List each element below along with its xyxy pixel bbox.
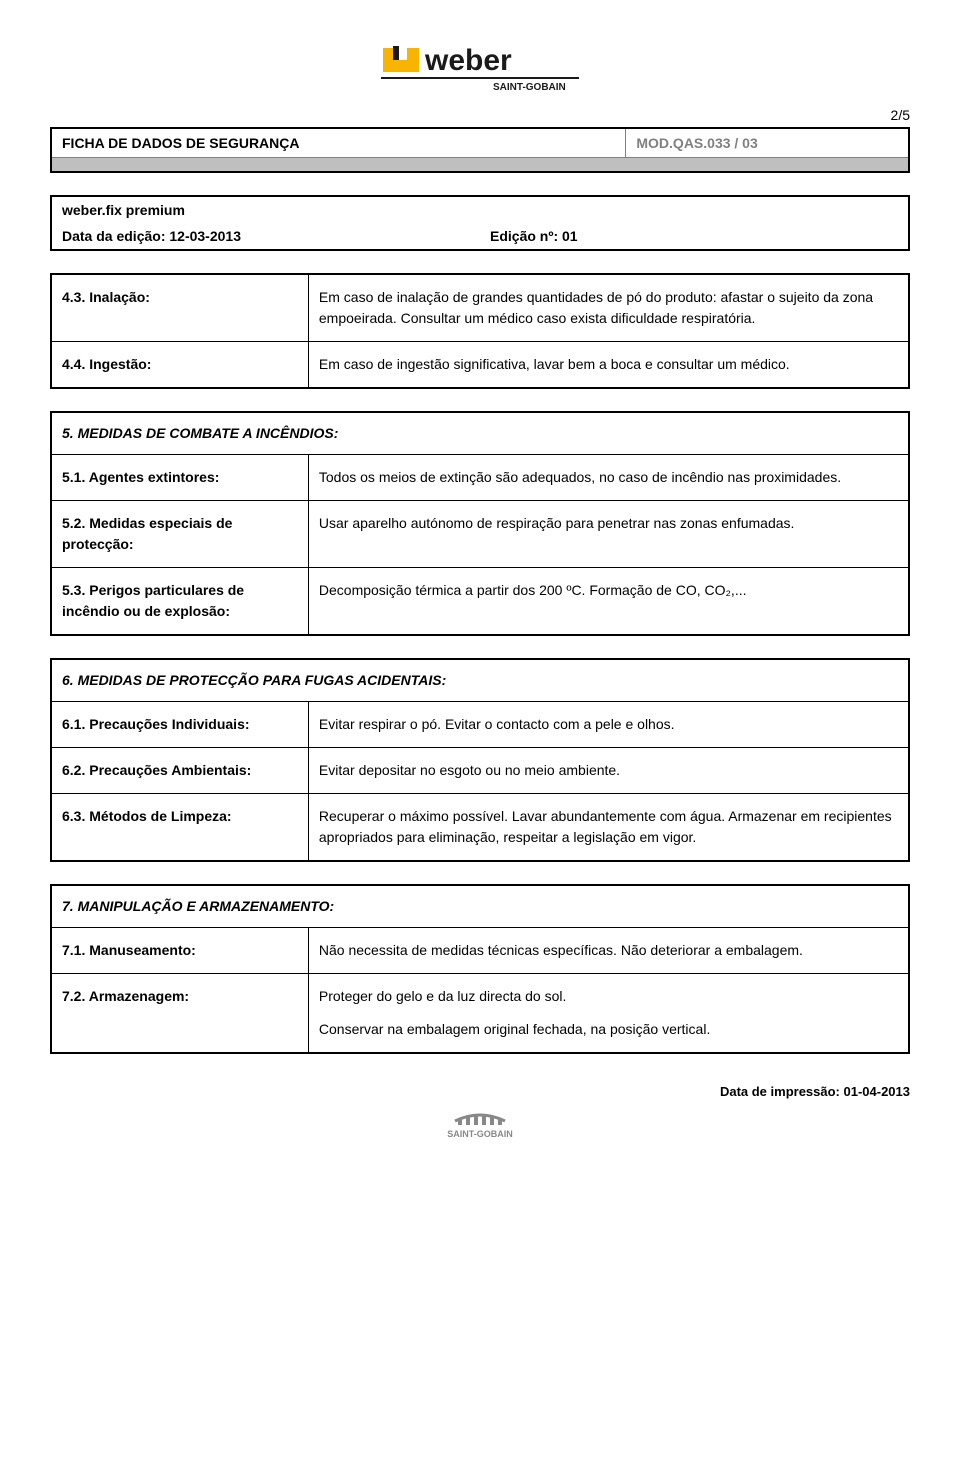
- s4-r1-label: 4.3. Inalação:: [51, 274, 308, 342]
- svg-text:SAINT-GOBAIN: SAINT-GOBAIN: [493, 82, 566, 93]
- logo-header: weber SAINT-GOBAIN: [50, 40, 910, 99]
- s6-r2-text: Evitar depositar no esgoto ou no meio am…: [308, 747, 909, 793]
- doc-mod: MOD.QAS.033 / 03: [626, 128, 909, 158]
- s4-r2-text: Em caso de ingestão significativa, lavar…: [308, 341, 909, 388]
- s5-r1-text: Todos os meios de extinção são adequados…: [308, 454, 909, 500]
- s5-r3-text: Decomposição térmica a partir dos 200 ºC…: [308, 567, 909, 635]
- footer-logo: SAINT-GOBAIN: [50, 1109, 910, 1144]
- s5-r3-label: 5.3. Perigos particulares de incêndio ou…: [51, 567, 308, 635]
- s6-r1-text: Evitar respirar o pó. Evitar o contacto …: [308, 701, 909, 747]
- s7-r1-text: Não necessita de medidas técnicas especí…: [308, 927, 909, 973]
- weber-logo: weber SAINT-GOBAIN: [375, 40, 585, 96]
- s7-r1-label: 7.1. Manuseamento:: [51, 927, 308, 973]
- print-date: Data de impressão: 01-04-2013: [50, 1084, 910, 1099]
- svg-text:weber: weber: [424, 44, 512, 77]
- s5-r2-label: 5.2. Medidas especiais de protecção:: [51, 500, 308, 567]
- section7-table: 7. MANIPULAÇÃO E ARMAZENAMENTO: 7.1. Man…: [50, 884, 910, 1054]
- s4-r2-label: 4.4. Ingestão:: [51, 341, 308, 388]
- s6-r1-label: 6.1. Precauções Individuais:: [51, 701, 308, 747]
- page-number: 2/5: [50, 107, 910, 123]
- s7-header: 7. MANIPULAÇÃO E ARMAZENAMENTO:: [51, 885, 909, 928]
- doc-header-table: FICHA DE DADOS DE SEGURANÇA MOD.QAS.033 …: [50, 127, 910, 173]
- s6-r2-label: 6.2. Precauções Ambientais:: [51, 747, 308, 793]
- s7-r2-label: 7.2. Armazenagem:: [51, 973, 308, 1053]
- s6-header: 6. MEDIDAS DE PROTECÇÃO PARA FUGAS ACIDE…: [51, 659, 909, 702]
- s5-header: 5. MEDIDAS DE COMBATE A INCÊNDIOS:: [51, 412, 909, 455]
- s5-r2-text: Usar aparelho autónomo de respiração par…: [308, 500, 909, 567]
- gray-divider: [51, 158, 909, 172]
- doc-title: FICHA DE DADOS DE SEGURANÇA: [51, 128, 626, 158]
- s6-r3-label: 6.3. Métodos de Limpeza:: [51, 793, 308, 861]
- section6-table: 6. MEDIDAS DE PROTECÇÃO PARA FUGAS ACIDE…: [50, 658, 910, 862]
- s7-r2-text: Proteger do gelo e da luz directa do sol…: [308, 973, 909, 1053]
- s7-r2-text-b: Conservar na embalagem original fechada,…: [319, 1019, 898, 1040]
- s4-r1-text: Em caso de inalação de grandes quantidad…: [308, 274, 909, 342]
- section4-table: 4.3. Inalação: Em caso de inalação de gr…: [50, 273, 910, 389]
- meta-table: weber.fix premium Data da edição: 12-03-…: [50, 195, 910, 251]
- edition-number: Edição nº: 01: [480, 223, 909, 250]
- s6-r3-text: Recuperar o máximo possível. Lavar abund…: [308, 793, 909, 861]
- edition-date: Data da edição: 12-03-2013: [51, 223, 480, 250]
- product-name: weber.fix premium: [51, 196, 909, 223]
- s7-r2-text-a: Proteger do gelo e da luz directa do sol…: [319, 986, 898, 1007]
- svg-text:SAINT-GOBAIN: SAINT-GOBAIN: [447, 1129, 513, 1139]
- s5-r1-label: 5.1. Agentes extintores:: [51, 454, 308, 500]
- section5-table: 5. MEDIDAS DE COMBATE A INCÊNDIOS: 5.1. …: [50, 411, 910, 636]
